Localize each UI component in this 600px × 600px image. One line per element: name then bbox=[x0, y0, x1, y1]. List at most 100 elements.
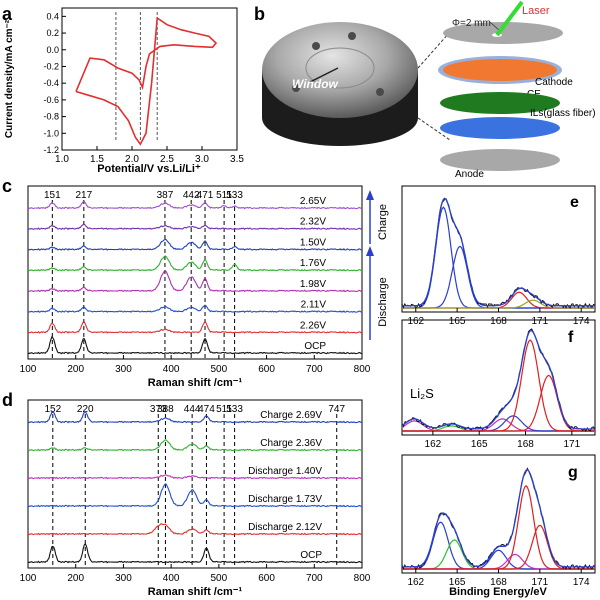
peak-label: 220 bbox=[77, 404, 94, 415]
raman-trace bbox=[27, 321, 363, 334]
x-tick-label: 168 bbox=[490, 577, 507, 588]
axes-frame-a bbox=[61, 7, 238, 151]
trace-label: Discharge 1.40V bbox=[248, 466, 322, 477]
x-tick-label-a: 3.5 bbox=[230, 154, 244, 165]
discharge-arrow-head bbox=[366, 246, 374, 256]
x-tick-label: 700 bbox=[306, 573, 323, 584]
panel-f: f Li₂S 162 165 168 171 bbox=[401, 319, 596, 450]
axes-frame-g bbox=[401, 454, 596, 574]
trace-label: 2.65V bbox=[300, 196, 326, 207]
x-ticks-c: 100 200 300 400 500 600 700 800 bbox=[20, 355, 371, 375]
laser-label: Laser bbox=[522, 5, 550, 17]
panel-a: a -1.2-1.0-0.8-0.6-0.4-0.20.00.20.4 1.0 1… bbox=[2, 4, 244, 175]
layer-ils bbox=[440, 92, 560, 114]
x-tick-label-a: 1.5 bbox=[90, 154, 104, 165]
panel-label-a: a bbox=[2, 4, 13, 24]
raman-trace bbox=[27, 411, 363, 424]
x-tick-label: 200 bbox=[67, 573, 84, 584]
experimental-spectrum bbox=[401, 198, 596, 309]
experimental-spectrum bbox=[401, 467, 596, 570]
y-axis-label-a: Current density/mA cm⁻² bbox=[4, 19, 15, 138]
x-tick-label: 174 bbox=[573, 316, 590, 327]
x-tick-label: 500 bbox=[211, 364, 228, 375]
x-ticks-a: 1.0 1.5 2.0 2.5 3.0 3.5 bbox=[55, 146, 244, 165]
x-tick-label: 300 bbox=[115, 573, 132, 584]
x-tick-label: 174 bbox=[573, 577, 590, 588]
peak-label: 152 bbox=[44, 404, 61, 415]
y-tick-label-a: 0.4 bbox=[46, 11, 59, 21]
anode-label: Anode bbox=[455, 169, 484, 180]
panel-b: b Window Φ=2 mm Laser Cathode CE bbox=[254, 0, 596, 180]
x-tick-label: 171 bbox=[532, 316, 549, 327]
x-tick-label: 300 bbox=[115, 364, 132, 375]
x-ticks-d: 100 200 300 400 500 600 700 800 bbox=[20, 564, 371, 584]
trace-label: 1.98V bbox=[300, 279, 326, 290]
raman-trace bbox=[27, 474, 363, 480]
peak-label: 474 bbox=[198, 404, 215, 415]
x-tick-label: 165 bbox=[449, 577, 466, 588]
peak-label: 388 bbox=[157, 404, 174, 415]
li2s-annotation: Li₂S bbox=[410, 386, 434, 401]
axes-frame-c bbox=[27, 185, 363, 360]
x-ticks-f: 162 165 168 171 bbox=[425, 431, 581, 450]
y-ticks-a: -1.2 -1.0 -0.8 -0.6 -0.4 -0.2 0.0 0.2 0.4 bbox=[43, 11, 66, 155]
trace-label: Charge 2.36V bbox=[260, 438, 322, 449]
y-tick-label-a: -0.6 bbox=[43, 95, 59, 105]
panel-label-f: f bbox=[568, 329, 574, 346]
y-tick-label-a: -1.0 bbox=[43, 128, 59, 138]
panel-label-b: b bbox=[254, 4, 265, 24]
x-tick-label: 100 bbox=[20, 364, 37, 375]
peak-label: 533 bbox=[226, 190, 243, 201]
peak-label: 217 bbox=[75, 190, 92, 201]
fit-component bbox=[402, 206, 595, 309]
plot-g bbox=[401, 467, 596, 570]
dashed-guide-top bbox=[417, 31, 451, 69]
trace-label: 1.76V bbox=[300, 258, 326, 269]
x-ticks-e: 162 165 168 171 174 bbox=[407, 308, 590, 327]
peak-label: 387 bbox=[157, 190, 174, 201]
trace-label: OCP bbox=[304, 341, 326, 352]
x-tick-label: 162 bbox=[407, 316, 424, 327]
raman-trace bbox=[27, 200, 363, 210]
x-tick-label: 168 bbox=[517, 439, 534, 450]
cell-top-surface bbox=[262, 22, 418, 118]
phi-label: Φ=2 mm bbox=[452, 18, 491, 29]
x-axis-label-a: Potential/V vs.Li/Li⁺ bbox=[97, 163, 201, 175]
panel-label-e: e bbox=[570, 194, 579, 211]
y-tick-label-a: -0.2 bbox=[43, 61, 59, 71]
x-axis-label-g: Binding Energy/eV bbox=[449, 586, 547, 598]
x-tick-label: 800 bbox=[354, 364, 371, 375]
layer-window-disk bbox=[443, 22, 563, 44]
x-tick-label: 162 bbox=[407, 577, 424, 588]
x-tick-label-a: 2.0 bbox=[125, 154, 139, 165]
screw-hole-1 bbox=[312, 42, 320, 50]
panel-e: e 162 165 168 171 174 bbox=[401, 185, 596, 327]
fit-envelope bbox=[401, 329, 595, 430]
raman-trace bbox=[27, 238, 363, 251]
x-tick-label: 200 bbox=[67, 364, 84, 375]
phi-pointer bbox=[489, 21, 501, 32]
x-tick-label: 600 bbox=[258, 573, 275, 584]
raman-trace bbox=[27, 255, 363, 272]
raman-trace bbox=[27, 335, 363, 355]
x-tick-label: 165 bbox=[449, 316, 466, 327]
screw-hole-4 bbox=[376, 88, 384, 96]
y-tick-label-a: -0.8 bbox=[43, 112, 59, 122]
x-tick-label: 500 bbox=[211, 573, 228, 584]
x-tick-label: 165 bbox=[471, 439, 488, 450]
laser-beam bbox=[495, 0, 524, 37]
trace-label: Charge 2.69V bbox=[260, 410, 322, 421]
dashed-markers-a bbox=[115, 12, 158, 142]
peak-label: 471 bbox=[197, 190, 214, 201]
window-pointer bbox=[309, 67, 339, 83]
ils-label: ILs(glass fiber) bbox=[530, 108, 596, 119]
cathode-label: Cathode bbox=[535, 77, 573, 88]
x-tick-label-a: 2.5 bbox=[160, 154, 174, 165]
raman-trace bbox=[27, 542, 363, 564]
trace-label: 2.26V bbox=[300, 320, 326, 331]
panel-label-c: c bbox=[2, 176, 12, 196]
